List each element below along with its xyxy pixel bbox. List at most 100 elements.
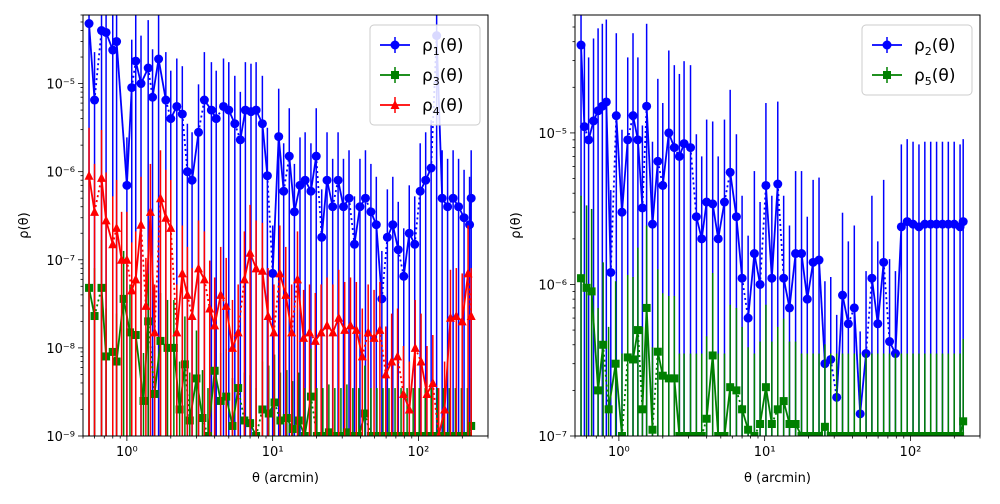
chart-1-point-1 (108, 45, 118, 55)
chart-2-series-1-line (829, 359, 838, 398)
chart-2-point-1 (743, 313, 753, 323)
chart-1-series-3-line (290, 279, 299, 333)
chart-1-legend-label-1: ρ1(θ) (422, 36, 463, 58)
chart-1-point-2 (185, 416, 194, 425)
chart-1-point-1 (426, 163, 436, 173)
chart-1-point-3 (112, 222, 122, 232)
chart-1-point-1 (131, 56, 141, 66)
chart-1-point-3 (136, 219, 146, 229)
chart-2-x-tick-label: 10¹ (754, 445, 776, 460)
chart-1-point-2 (203, 432, 212, 436)
chart-1-series-3-line (237, 279, 246, 333)
chart-2-series-1-line (782, 278, 791, 309)
chart-1-point-2 (312, 432, 321, 436)
chart-1-point-3 (131, 274, 141, 284)
chart-2-point-2 (959, 417, 968, 426)
chart-2-point-2 (761, 383, 770, 392)
chart-1-point-1 (235, 135, 245, 145)
chart-1-series-1-line (310, 156, 318, 192)
chart-2-point-2 (826, 432, 835, 436)
chart-2-series-1-line (741, 278, 750, 319)
chart-2-point-2 (903, 432, 912, 436)
chart-1-point-1 (355, 202, 365, 212)
chart-2-series-1-line (621, 139, 629, 213)
chart-2-point-2 (604, 405, 613, 414)
chart-1-point-3 (194, 263, 204, 273)
chart-1-point-1 (388, 220, 398, 230)
chart-1-point-3 (404, 404, 414, 414)
chart-2-point-1 (623, 135, 633, 145)
chart-1-point-3 (269, 327, 279, 337)
chart-2-point-2 (702, 414, 711, 423)
chart-1-point-3 (166, 222, 176, 232)
chart-1-point-2 (139, 396, 148, 405)
chart-1-point-1 (289, 207, 299, 217)
chart-1-point-1 (279, 186, 289, 196)
chart-2-series-2-line (602, 344, 610, 410)
chart-1-series-1-line (288, 156, 296, 212)
chart-1-point-3 (346, 320, 356, 330)
chart-1-legend-marker-2 (391, 71, 399, 79)
chart-2-point-2 (732, 386, 741, 395)
chart-2-point-1 (664, 128, 674, 138)
chart-2-series-1-line (615, 115, 623, 213)
chart-2-point-2 (623, 353, 632, 362)
chart-2-series-1-line (729, 172, 738, 217)
chart-2-point-2 (956, 432, 965, 436)
chart-2-series-1-line (723, 172, 732, 203)
chart-1-series-2-line (188, 378, 198, 421)
chart-2-series-1-line (770, 183, 779, 279)
chart-2-point-2 (809, 432, 818, 436)
chart-2-point-2 (920, 432, 929, 436)
chart-1-point-3 (227, 342, 237, 352)
chart-1-point-1 (143, 63, 153, 73)
chart-1-series-2-line (310, 396, 318, 436)
chart-2-point-1 (761, 180, 771, 190)
chart-1-point-1 (90, 95, 100, 105)
chart-1-point-2 (360, 409, 369, 418)
chart-1-point-1 (328, 202, 338, 212)
chart-1-legend-label-3: ρ4(θ) (422, 96, 463, 118)
chart-1-point-1 (377, 294, 387, 304)
chart-2-point-2 (708, 351, 717, 360)
chart-1-series-3-line (93, 177, 103, 213)
chart-1-point-1 (112, 37, 122, 47)
chart-1-point-3 (251, 263, 261, 273)
chart-1-point-1 (366, 207, 376, 217)
chart-1-point-1 (333, 175, 343, 185)
chart-1-point-3 (263, 311, 273, 321)
chart-2-x-axis-label: θ (arcmin) (744, 471, 811, 486)
chart-2-point-1 (579, 122, 589, 132)
chart-2-series-2 (577, 195, 968, 436)
chart-2-series-2-line (705, 355, 714, 419)
chart-1-series-3-line (420, 361, 428, 395)
chart-2-series-1-line (871, 278, 879, 324)
chart-1-point-3 (398, 388, 408, 398)
chart-2-series-2-line (759, 387, 767, 425)
chart-1-series-1-line (157, 58, 167, 101)
chart-1-point-2 (427, 432, 436, 436)
chart-2-point-2 (791, 420, 800, 429)
chart-1-series-3-line (396, 356, 405, 395)
chart-2-point-2 (891, 432, 900, 436)
chart-1-series-3-line (261, 270, 269, 317)
chart-2-point-2 (642, 303, 651, 312)
chart-2-point-2 (629, 355, 638, 364)
chart-1-point-3 (150, 327, 160, 337)
chart-2-legend-marker-2 (883, 71, 891, 79)
chart-1-point-2 (445, 432, 454, 436)
chart-1-point-2 (342, 428, 351, 436)
chart-2-series-1-line (894, 226, 903, 354)
chart-1-series-3-line (175, 273, 184, 333)
chart-1-point-2 (169, 343, 178, 352)
chart-1-series-3 (84, 127, 476, 436)
chart-2-point-1 (628, 111, 638, 121)
chart-2-series-1-line (753, 253, 761, 285)
chart-1-point-2 (403, 432, 412, 436)
chart-1-series-1-line (293, 185, 301, 213)
chart-1-series-2-line (225, 396, 234, 427)
chart-1-series-1-line (115, 41, 128, 186)
chart-2-point-2 (594, 386, 603, 395)
chart-2-point-2 (797, 432, 806, 436)
chart-2-x-tick-label: 10² (900, 445, 922, 460)
